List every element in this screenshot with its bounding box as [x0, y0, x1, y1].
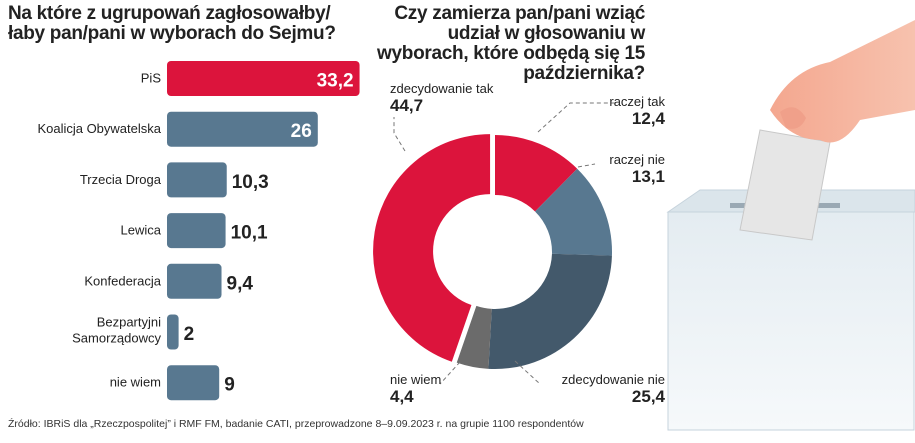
leader-line-3 — [439, 361, 461, 385]
donut-label-2: zdecydowanie nie — [562, 372, 665, 387]
bar-value-0: 33,2 — [317, 71, 354, 92]
bar-1 — [167, 111, 318, 147]
bar-value-1: 26 — [291, 121, 312, 142]
bar-5 — [167, 314, 179, 350]
donut-slice-4 — [373, 134, 491, 362]
leader-line-4 — [393, 117, 406, 152]
bar-label-1: Koalicja Obywatelska — [37, 121, 161, 136]
leader-line-0 — [537, 102, 615, 133]
bar-2 — [167, 162, 227, 198]
bar-value-6: 9 — [224, 375, 235, 396]
donut-value-4: 44,7 — [390, 96, 423, 115]
donut-slice-0 — [495, 135, 578, 212]
bar-label-0: PiS — [141, 71, 162, 86]
bar-label-5: Bezpartyjni Samorządowcy — [72, 315, 161, 346]
bar-value-3: 10,1 — [231, 223, 268, 244]
bar-label-6: nie wiem — [110, 375, 161, 390]
bar-3 — [167, 213, 226, 249]
bar-0 — [167, 61, 360, 96]
bar-value-4: 9,4 — [227, 273, 254, 294]
donut-value-1: 13,1 — [632, 167, 665, 186]
donut-value-2: 25,4 — [632, 387, 666, 406]
donut-slice-1 — [535, 168, 613, 256]
donut-chart-title: Czy zamierza pan/pani wziąć udział w gło… — [377, 3, 645, 84]
donut-slice-3 — [456, 305, 492, 369]
donut-label-3: nie wiem — [390, 372, 441, 387]
bar-value-2: 10,3 — [232, 172, 269, 193]
bar-value-5: 2 — [184, 324, 195, 345]
bar-chart: PiS 33,2 Koalicja Obywatelska 26 Trzecia Dro… — [37, 61, 360, 401]
source-note: Źródło: IBRiS dla „Rzeczpospolitej” i RM… — [8, 418, 584, 430]
donut-slice-2 — [488, 253, 612, 370]
donut-label-1: raczej nie — [609, 152, 665, 167]
donut-value-3: 4,4 — [390, 387, 414, 406]
bar-label-3: Lewica — [121, 223, 162, 238]
leader-line-2 — [514, 360, 541, 385]
bar-label-2: Trzecia Droga — [80, 172, 162, 187]
bar-chart-title: Na które z ugrupowań zagłosowałby/łaby p… — [8, 3, 336, 44]
bar-label-4: Konfederacja — [84, 273, 161, 288]
donut-value-0: 12,4 — [632, 109, 666, 128]
donut-label-0: raczej tak — [609, 94, 665, 109]
leader-line-1 — [577, 163, 596, 168]
bar-6 — [167, 365, 220, 401]
bar-4 — [167, 263, 222, 299]
